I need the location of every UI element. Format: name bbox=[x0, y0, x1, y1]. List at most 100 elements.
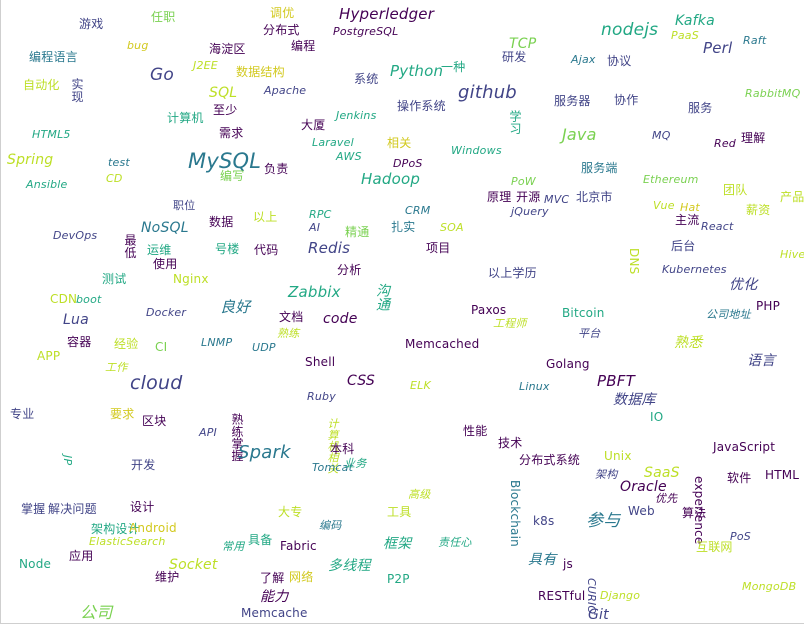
word: 高级 bbox=[408, 488, 431, 501]
word: LNMP bbox=[201, 336, 233, 349]
word: 解决问题 bbox=[48, 502, 97, 516]
word: 调优 bbox=[270, 6, 295, 20]
word: Java bbox=[562, 125, 597, 144]
word: Web bbox=[628, 504, 655, 518]
word: Fabric bbox=[280, 539, 317, 553]
word: SQL bbox=[209, 85, 238, 101]
word: 大专 bbox=[278, 505, 303, 519]
word: Memcached bbox=[405, 337, 480, 351]
word: 框架 bbox=[383, 536, 412, 552]
word: Red bbox=[714, 137, 736, 150]
word: jQuery bbox=[511, 205, 549, 218]
word: 能力 bbox=[260, 589, 289, 605]
word: Tomcat bbox=[312, 461, 354, 474]
word: 分析 bbox=[337, 263, 362, 277]
word: Spring bbox=[7, 152, 54, 168]
word: PoW bbox=[511, 175, 536, 188]
word: js bbox=[563, 557, 573, 571]
word: k8s bbox=[533, 514, 555, 528]
word: Zabbix bbox=[288, 283, 341, 301]
word: 编写 bbox=[220, 169, 245, 183]
word: 以上学历 bbox=[488, 266, 537, 280]
word: Hat bbox=[680, 201, 700, 214]
word: bug bbox=[127, 39, 149, 52]
word: AWS bbox=[336, 150, 362, 163]
word: 编程 bbox=[291, 39, 316, 53]
word: 以上 bbox=[253, 210, 278, 224]
word: 计算机相关 bbox=[326, 418, 339, 474]
word: 北京市 bbox=[576, 190, 613, 204]
word: Blockchain bbox=[508, 480, 522, 547]
word: React bbox=[701, 220, 734, 233]
word: 号楼 bbox=[215, 242, 240, 256]
word: 常用 bbox=[222, 540, 245, 553]
word: 专业 bbox=[10, 407, 35, 421]
word: Android bbox=[129, 521, 177, 535]
word: 互联网 bbox=[696, 540, 733, 554]
word: RabbitMQ bbox=[745, 87, 801, 100]
word: Node bbox=[19, 557, 52, 571]
word: 最低 bbox=[123, 234, 137, 259]
word: PaaS bbox=[671, 29, 699, 42]
word: MQ bbox=[652, 129, 671, 142]
word: J2EE bbox=[193, 59, 218, 72]
word: 优化 bbox=[729, 277, 758, 293]
word: Hadoop bbox=[361, 170, 421, 188]
word: 设计 bbox=[130, 500, 155, 514]
word: Ansible bbox=[26, 178, 68, 191]
word: RPC bbox=[309, 208, 332, 221]
word: 系统 bbox=[354, 72, 379, 86]
word: Socket bbox=[169, 557, 218, 573]
word: CURIO bbox=[585, 578, 598, 615]
word: 操作系统 bbox=[397, 99, 446, 113]
word: Lua bbox=[63, 312, 89, 328]
word: 后台 bbox=[671, 239, 696, 253]
word: Linux bbox=[519, 380, 550, 393]
word: HTML bbox=[765, 468, 800, 482]
word: 原理 bbox=[487, 190, 512, 204]
word: Vue bbox=[653, 199, 675, 212]
word: P2P bbox=[387, 572, 410, 586]
word: Perl bbox=[703, 39, 733, 57]
word: 实现 bbox=[70, 78, 84, 103]
word: 一种 bbox=[441, 60, 466, 74]
word: UDP bbox=[252, 341, 276, 354]
word: 参与 bbox=[586, 511, 621, 531]
word: 要求 bbox=[110, 407, 135, 421]
word: 技术 bbox=[498, 436, 523, 450]
word: 扎实 bbox=[391, 220, 416, 234]
word: 学习 bbox=[508, 110, 522, 135]
word: 相关 bbox=[387, 136, 412, 150]
word: AI bbox=[309, 221, 321, 234]
word: 良好 bbox=[220, 298, 251, 316]
word: 沟通 bbox=[374, 283, 390, 312]
word: 架构设计 bbox=[91, 522, 140, 536]
word: PoS bbox=[730, 530, 751, 543]
word: nodejs bbox=[601, 20, 659, 40]
word: JavaScript bbox=[713, 440, 776, 454]
word: cloud bbox=[130, 372, 183, 394]
word: 应用 bbox=[69, 549, 94, 563]
word: Bitcoin bbox=[562, 306, 605, 320]
word: 工作 bbox=[105, 361, 128, 374]
word: Hyperledger bbox=[339, 5, 435, 23]
word: Windows bbox=[451, 144, 502, 157]
word: JP bbox=[61, 455, 74, 466]
word: 区块 bbox=[142, 414, 167, 428]
word: 容器 bbox=[67, 335, 92, 349]
word: 公司地址 bbox=[706, 308, 751, 321]
word: 优先 bbox=[655, 492, 678, 505]
word: 工具 bbox=[387, 505, 412, 519]
word: API bbox=[199, 426, 218, 439]
word: 协议 bbox=[607, 54, 632, 68]
word: 熟练 bbox=[277, 327, 300, 340]
word: Oracle bbox=[620, 479, 667, 495]
word: 分布式系统 bbox=[519, 453, 581, 467]
word: Spark bbox=[238, 442, 291, 463]
word: PBFT bbox=[597, 372, 635, 390]
word: 数据结构 bbox=[236, 65, 285, 79]
word: 具备 bbox=[248, 533, 273, 547]
word: Apache bbox=[264, 84, 307, 97]
word: Kafka bbox=[675, 13, 715, 29]
